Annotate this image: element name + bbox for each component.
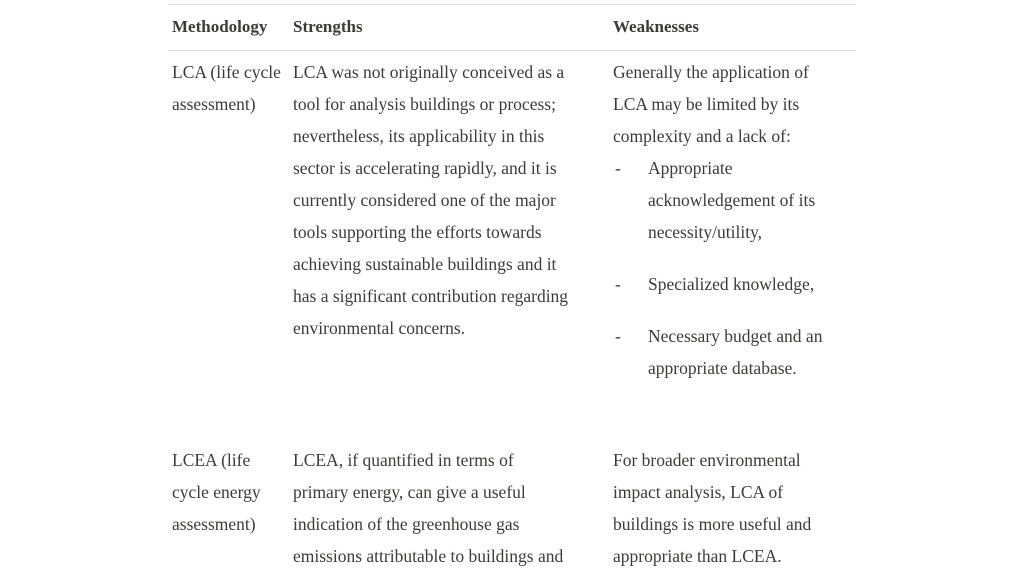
lca-weakness-bullet: Appropriate acknowledgement of its neces… (613, 152, 830, 248)
cell-lca-methodology: LCA (life cycle assessment) (172, 62, 281, 114)
cell-lca-strengths: LCA was not originally conceived as a to… (293, 62, 569, 338)
lca-weakness-bullet: Necessary budget and an appropriate data… (613, 320, 830, 384)
cell-lcea-weaknesses: For broader environmental impact analysi… (613, 444, 856, 576)
column-header-weaknesses: Weaknesses (613, 17, 699, 36)
lcea-weaknesses-intro: For broader environmental impact analysi… (613, 450, 812, 566)
cell-lcea-strengths: LCEA, if quantified in terms of primary … (293, 450, 564, 566)
methodology-comparison-table: Methodology Strengths Weaknesses LCA (li… (168, 4, 856, 576)
column-header-methodology: Methodology (172, 17, 268, 36)
cell-lca-weaknesses: Generally the application of LCA may be … (613, 56, 856, 404)
cell-lcea-methodology: LCEA (life cycle energy assessment) (172, 450, 261, 534)
lca-weaknesses-bullet-list: Appropriate acknowledgement of its neces… (613, 152, 830, 384)
lca-weakness-bullet: Specialized knowledge, (613, 268, 830, 300)
table-header-row: Methodology Strengths Weaknesses (168, 4, 856, 51)
lca-weaknesses-intro: Generally the application of LCA may be … (613, 62, 809, 146)
table-row-lca: LCA (life cycle assessment) LCA was not … (168, 51, 856, 404)
table-row-lcea: LCEA (life cycle energy assessment) LCEA… (168, 444, 856, 576)
column-header-strengths: Strengths (293, 17, 363, 36)
